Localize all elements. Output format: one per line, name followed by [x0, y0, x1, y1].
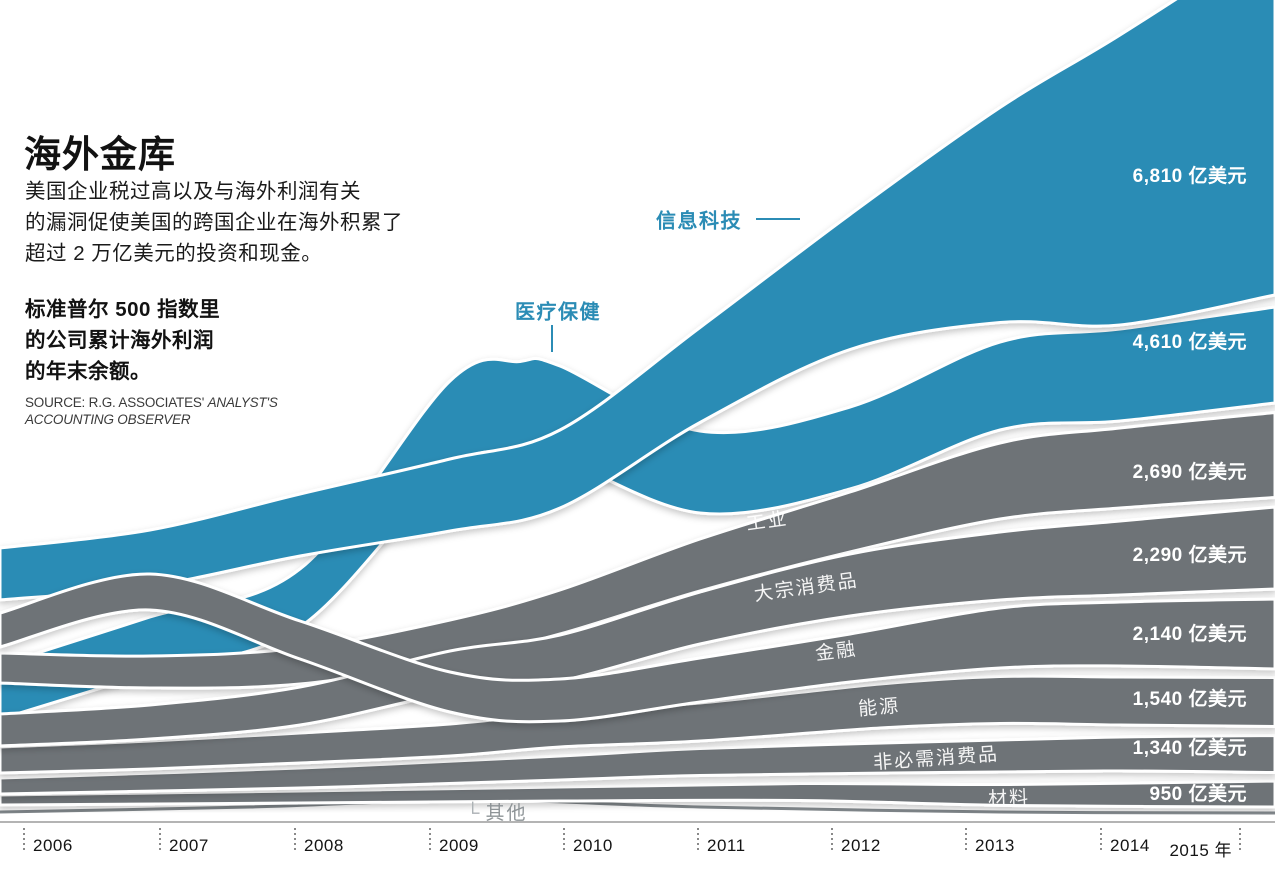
intro-line: 美国企业税过高以及与海外利润有关 — [25, 180, 361, 203]
intro-text: 美国企业税过高以及与海外利润有关 的漏洞促使美国的跨国企业在海外积累了 超过 2… — [25, 176, 403, 269]
axis-year-label-2009: 2009 — [439, 836, 479, 855]
stream-other — [0, 798, 1275, 815]
axis-year-label-2007: 2007 — [169, 836, 209, 855]
source-note: SOURCE: R.G. ASSOCIATES' ANALYST'S ACCOU… — [25, 394, 295, 428]
value-label-industrials: 2,690 亿美元 — [1132, 462, 1247, 483]
value-label-financials: 2,140 亿美元 — [1132, 624, 1247, 645]
page-title: 海外金库 — [24, 134, 176, 175]
subtitle-line: 标准普尔 500 指数里 — [25, 298, 221, 321]
callout-line-healthcare — [551, 325, 553, 352]
stream-financials — [0, 572, 1275, 724]
stream-energy — [0, 674, 1275, 775]
intro-line: 的漏洞促使美国的跨国企业在海外积累了 — [25, 211, 403, 234]
axis-year-label-2010: 2010 — [573, 836, 613, 855]
corner-bracket-icon: └ — [466, 803, 486, 824]
axis-year-label-2011: 2011 — [707, 836, 746, 855]
value-label-materials: 950 亿美元 — [1149, 784, 1247, 805]
value-label-healthcare: 4,610 亿美元 — [1132, 332, 1247, 353]
axis-year-label-2008: 2008 — [304, 836, 344, 855]
stream-it — [0, 0, 1275, 602]
axis-year-label-2013: 2013 — [975, 836, 1015, 855]
stream-consumer_discretionary — [0, 733, 1275, 796]
value-label-it: 6,810 亿美元 — [1132, 166, 1247, 187]
stream-label-energy: 能源 — [857, 695, 902, 721]
stream-label-industrials: 工业 — [745, 508, 790, 536]
value-label-consumer-discretionary: 1,340 亿美元 — [1132, 738, 1247, 759]
axis-year-label-2012: 2012 — [841, 836, 881, 855]
axis-year-label-2014: 2014 — [1110, 836, 1150, 855]
subtitle-text: 标准普尔 500 指数里 的公司累计海外利润 的年末余额。 — [25, 294, 220, 387]
axis-year-label-2015: 2015 年 — [1169, 841, 1232, 860]
source-publication: ANALYST'S ACCOUNTING OBSERVER — [25, 395, 278, 427]
source-prefix: SOURCE: R.G. ASSOCIATES' — [25, 395, 208, 410]
stream-label-financials: 金融 — [814, 639, 859, 665]
stream-label-materials: 材料 — [987, 787, 1031, 811]
axis-year-label-2006: 2006 — [33, 836, 73, 855]
callout-healthcare: 医疗保健 — [515, 301, 601, 324]
value-label-energy: 1,540 亿美元 — [1132, 689, 1247, 710]
intro-line: 超过 2 万亿美元的投资和现金。 — [25, 242, 323, 265]
stream-materials — [0, 779, 1275, 809]
other-stream-label: └其他 — [466, 803, 528, 824]
subtitle-line: 的公司累计海外利润 — [25, 329, 214, 352]
callout-line-information-technology — [756, 218, 800, 220]
callout-information-technology: 信息科技 — [656, 210, 742, 233]
subtitle-line: 的年末余额。 — [25, 360, 151, 383]
value-label-staples: 2,290 亿美元 — [1132, 545, 1247, 566]
